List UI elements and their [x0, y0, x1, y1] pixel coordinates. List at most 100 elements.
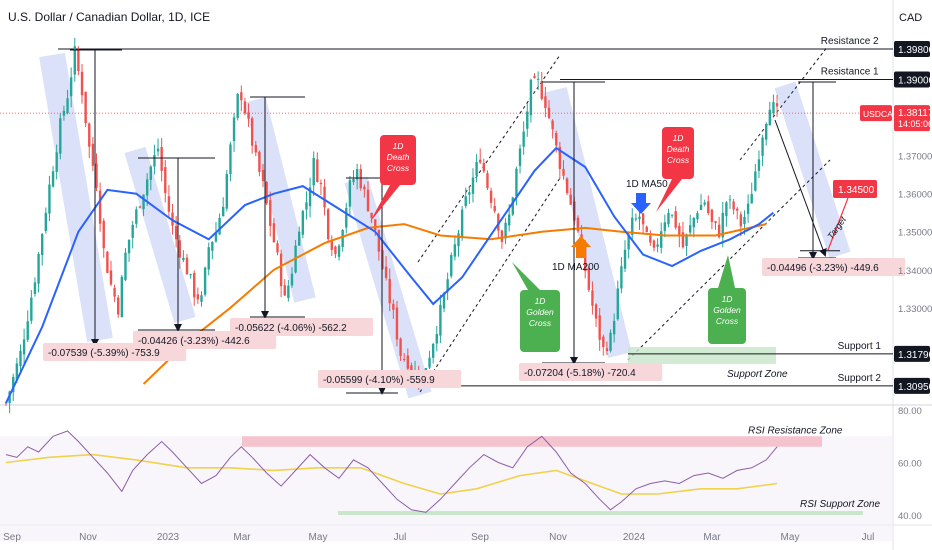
candle-body — [156, 148, 160, 152]
rsi-tick-label: 80.00 — [898, 406, 922, 417]
measure-label-bg-6 — [762, 258, 906, 276]
measure-label-bg-3 — [230, 318, 374, 336]
candle-body — [728, 199, 732, 201]
death-cross-label-1-text: Cross — [387, 163, 410, 173]
golden-cross-label-2-text: Cross — [716, 316, 739, 326]
candle-body — [330, 240, 333, 250]
candle-body — [460, 209, 464, 238]
level-name-2: Resistance 1 — [821, 66, 879, 77]
death-cross-label-1-pointer — [370, 185, 400, 222]
candle-body — [631, 217, 634, 236]
candle-body — [337, 245, 341, 257]
channel-line-lower-1 — [419, 177, 561, 393]
candle-body — [164, 167, 167, 193]
candle-body — [410, 365, 413, 371]
death-cross-label-1-text: 1D — [393, 141, 404, 151]
rsi-resistance-zone — [242, 436, 822, 447]
candle-body — [468, 192, 471, 195]
candle-body — [84, 91, 87, 123]
candle-body — [207, 247, 210, 270]
candle-body — [12, 376, 15, 393]
candle-body — [475, 161, 478, 176]
rsi-tick-label: 60.00 — [898, 459, 922, 470]
candle-body — [482, 163, 486, 172]
target-pointer — [827, 197, 849, 251]
candle-body — [493, 205, 496, 212]
level-name-1: Resistance 2 — [821, 36, 879, 47]
time-tick-label: Sep — [3, 532, 21, 543]
candle-body — [576, 217, 580, 232]
candle-body — [761, 137, 764, 156]
candle-body — [366, 189, 370, 212]
candle-body — [298, 231, 301, 246]
candle-body — [388, 278, 391, 304]
time-tick-label: 2023 — [157, 532, 180, 543]
level-name-4: Support 2 — [838, 373, 882, 384]
candle-body — [182, 257, 185, 261]
candle-body — [544, 96, 547, 109]
candle-body — [363, 186, 366, 190]
golden-cross-label-2-pointer — [718, 255, 735, 288]
candle-body — [174, 226, 178, 240]
candle-body — [88, 123, 91, 147]
time-tick-label: 2024 — [623, 532, 646, 543]
measure-label-2: -0.04426 (-3.23%) -442.6 — [138, 336, 250, 347]
target-price-value: 1.34500 — [838, 185, 875, 196]
candle-body — [98, 190, 102, 224]
candle-body — [59, 118, 62, 154]
candle-body — [305, 202, 308, 210]
candle-body — [529, 79, 533, 116]
candle-body — [652, 240, 656, 248]
candle-body — [739, 214, 743, 227]
candle-body — [620, 266, 623, 289]
golden-cross-label-1 — [520, 290, 560, 352]
candle-body — [623, 249, 627, 269]
candle-body — [486, 173, 489, 189]
candle-body — [641, 213, 645, 225]
candle-body — [193, 273, 196, 298]
candle-body — [392, 303, 395, 310]
candle-body — [167, 196, 171, 212]
candle-body — [261, 170, 265, 182]
candle-body — [562, 168, 565, 176]
candle-body — [222, 206, 225, 217]
candle-body — [247, 112, 250, 119]
candle-body — [699, 204, 703, 211]
candle-body — [200, 295, 203, 302]
candle-body — [450, 255, 453, 277]
candle-body — [678, 225, 681, 236]
time-tick-label: Mar — [233, 532, 251, 543]
candle-body — [772, 102, 775, 114]
candle-body — [160, 147, 163, 171]
candle-body — [109, 270, 113, 285]
candle-body — [395, 307, 399, 340]
support-zone — [628, 347, 776, 364]
ma50-label: 1D MA50 — [626, 179, 668, 190]
candle-body — [124, 252, 127, 280]
candle-body — [736, 208, 739, 211]
measure-label-5: -0.07204 (-5.18%) -720.4 — [524, 368, 636, 379]
candle-body — [66, 98, 69, 113]
candle-body — [218, 217, 221, 235]
candle-body — [717, 224, 721, 238]
candle-body — [171, 212, 174, 226]
candle-body — [399, 338, 402, 356]
candle-body — [634, 218, 638, 220]
rsi-band — [0, 436, 893, 542]
candle-body — [518, 148, 522, 166]
candle-body — [703, 202, 706, 205]
candle-body — [69, 77, 73, 97]
drop-channel-4 — [344, 176, 432, 399]
candle-body — [754, 171, 757, 191]
candle-body — [225, 174, 229, 209]
ma200-arrow — [571, 236, 591, 258]
candle-body — [142, 194, 145, 210]
candle-body — [721, 212, 724, 238]
candle-body — [229, 144, 232, 175]
drop-channel-3 — [244, 97, 316, 303]
candle-body — [757, 159, 761, 171]
candle-body — [507, 214, 511, 226]
level-value-2: 1.39000 — [898, 75, 932, 86]
death-cross-label-2 — [662, 127, 694, 179]
